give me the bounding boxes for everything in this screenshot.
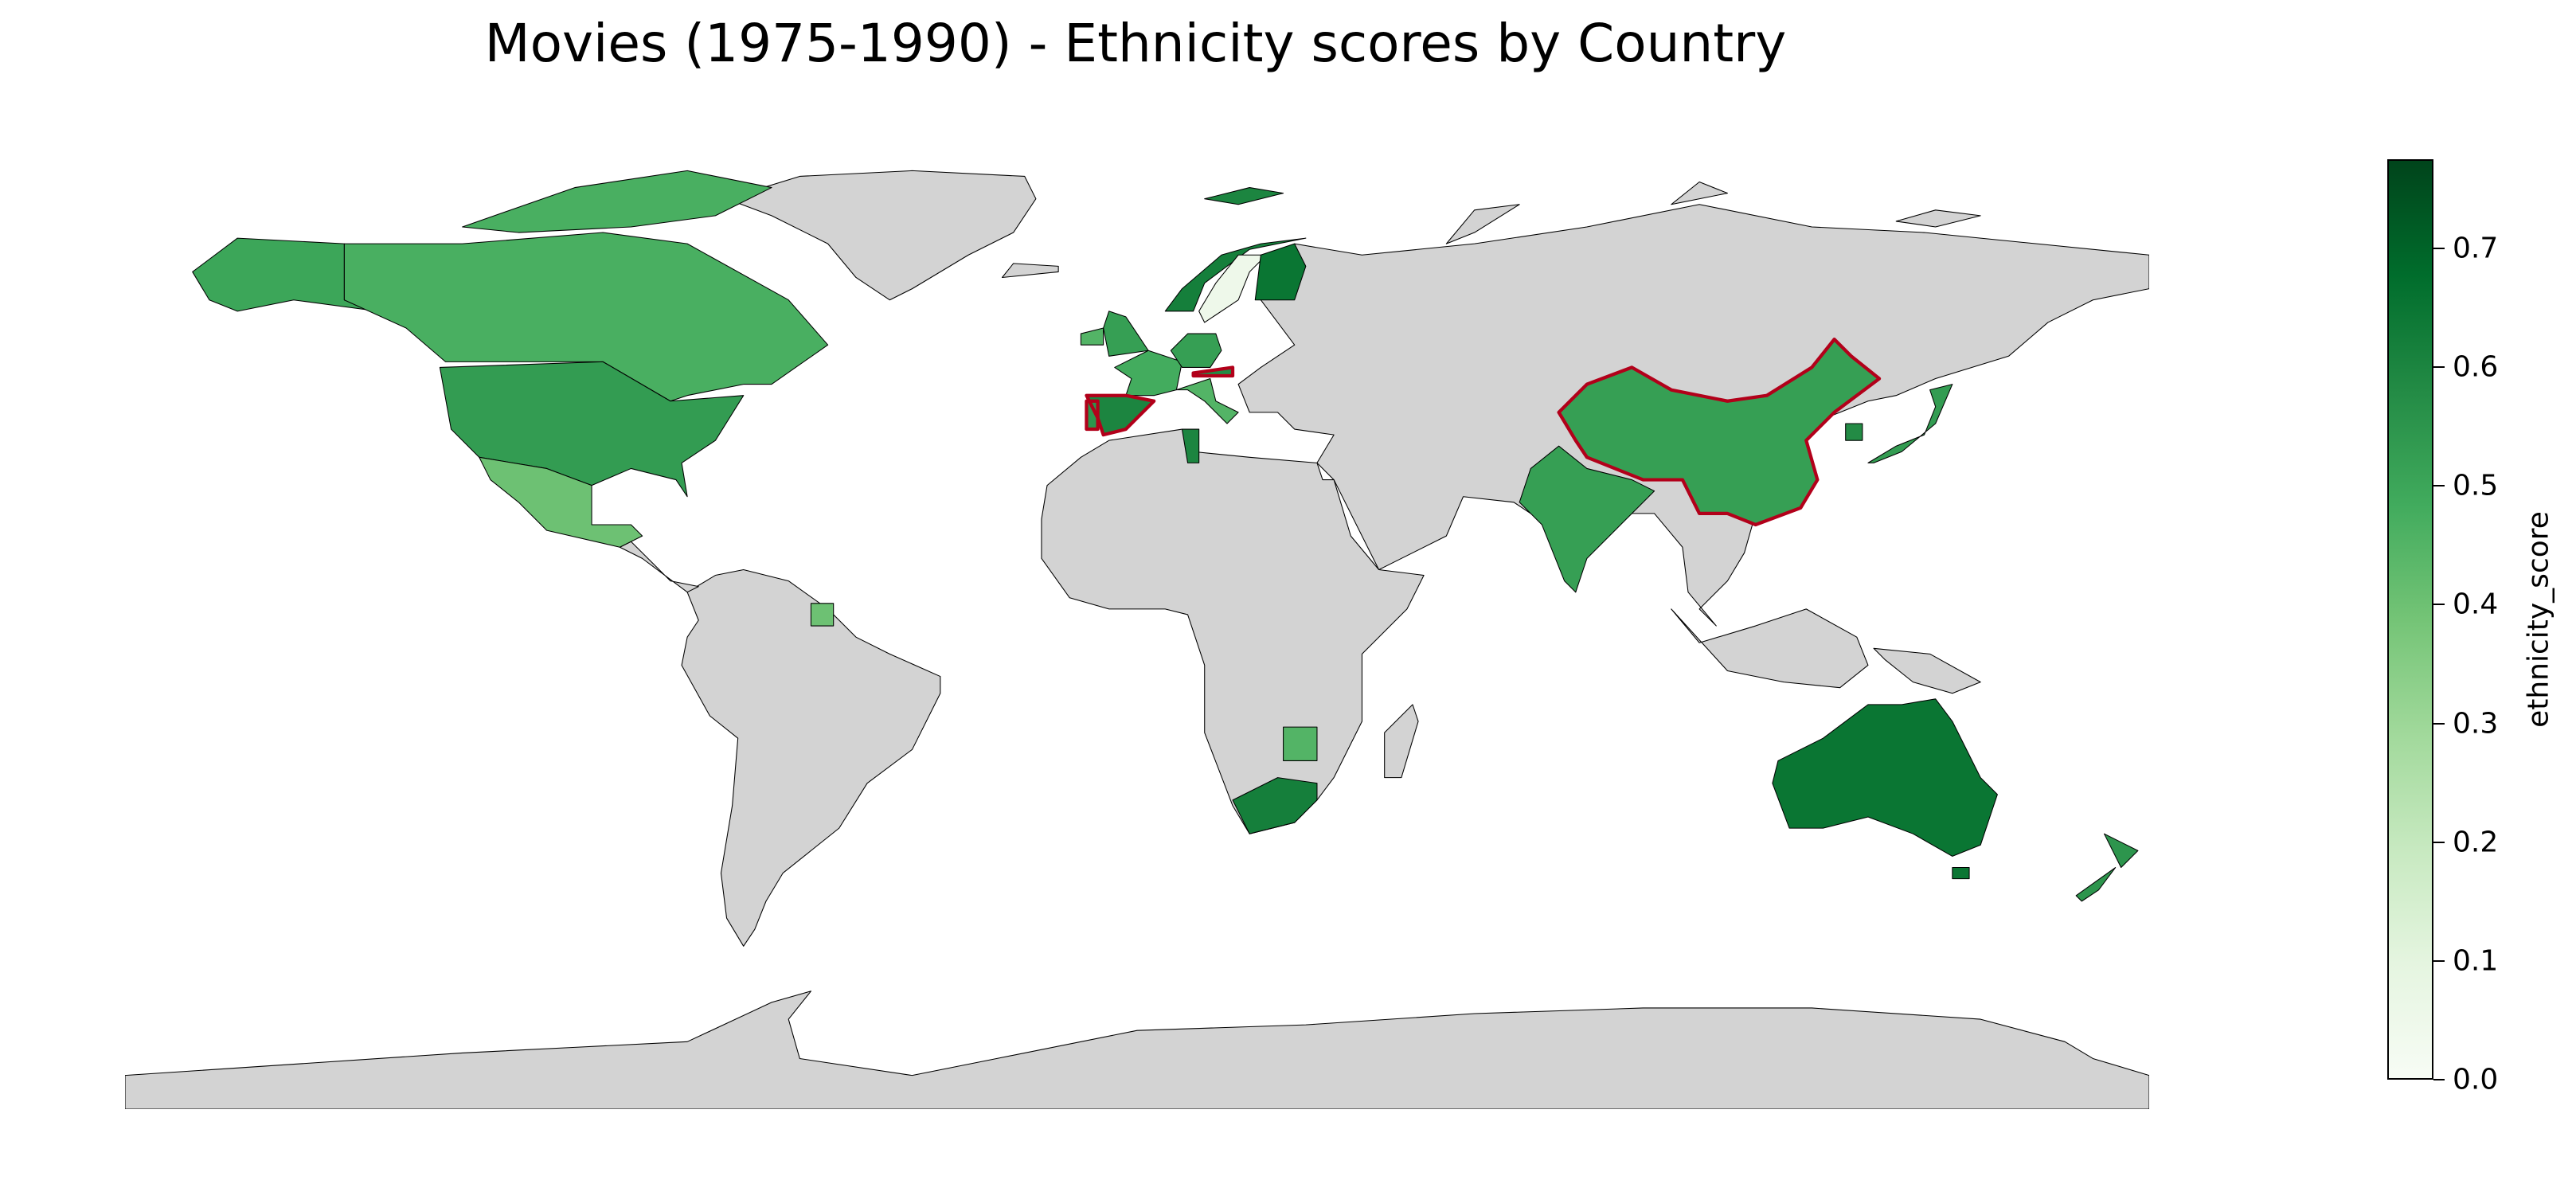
colorbar-tick-label: 0.4 [2453, 588, 2499, 621]
country-norway [1164, 237, 1307, 312]
central-america-shape [619, 541, 699, 593]
colorbar-tick [2433, 485, 2445, 487]
greenland-shape [726, 170, 1037, 301]
colorbar-tick [2433, 247, 2445, 249]
country-mexico [479, 456, 643, 548]
country-sweden [1198, 254, 1267, 323]
arctic-islands [1445, 181, 1981, 244]
colorbar-tick [2433, 1079, 2445, 1080]
country-zimbabwe [1283, 726, 1318, 761]
country-france [1114, 350, 1183, 397]
colorbar-tick-label: 0.3 [2453, 707, 2499, 740]
colorbar-tick [2433, 366, 2445, 369]
country-ireland [1080, 327, 1104, 346]
colorbar-tick-label: 0.2 [2453, 826, 2499, 859]
country-new-zealand [2075, 833, 2139, 902]
country-suriname [810, 603, 835, 627]
country-india [1519, 445, 1655, 593]
colorbar-tick-label: 0.0 [2453, 1063, 2499, 1096]
country-svalbard [1204, 187, 1284, 205]
country-germany [1170, 333, 1222, 368]
country-south-africa [1232, 777, 1318, 834]
antarctica-shape [125, 990, 2149, 1109]
colorbar-tick-label: 0.7 [2453, 232, 2499, 265]
country-canada [343, 170, 829, 402]
colorbar-label: ethnicity_score [2522, 511, 2555, 728]
country-tunisia [1181, 428, 1200, 463]
highlight-outline [1557, 338, 1882, 527]
colorbar [2387, 159, 2433, 1080]
country-finland [1254, 243, 1307, 301]
world-map [125, 170, 2149, 1109]
southeast-asia-islands [1671, 608, 1869, 689]
country-south-korea [1845, 423, 1863, 441]
map-title: Movies (1975-1990) - Ethnicity scores by… [484, 13, 1787, 74]
colorbar-tick [2433, 604, 2445, 606]
country-japan [1867, 384, 1953, 463]
country-italy [1175, 377, 1239, 424]
country-uk [1103, 311, 1149, 357]
colorbar-tick-label: 0.5 [2453, 469, 2499, 502]
madagascar-shape [1384, 704, 1419, 779]
iceland-shape [1002, 263, 1059, 279]
country-australia [1772, 698, 1998, 880]
new-guinea-shape [1873, 647, 1981, 694]
colorbar-tick-label: 0.1 [2453, 944, 2499, 978]
colorbar-tick [2433, 841, 2445, 843]
colorbar-tick [2433, 722, 2445, 725]
colorbar-tick [2433, 959, 2445, 962]
colorbar-tick-label: 0.6 [2453, 350, 2499, 384]
highlight-outline [1085, 399, 1100, 432]
highlight-outline [1191, 365, 1235, 378]
